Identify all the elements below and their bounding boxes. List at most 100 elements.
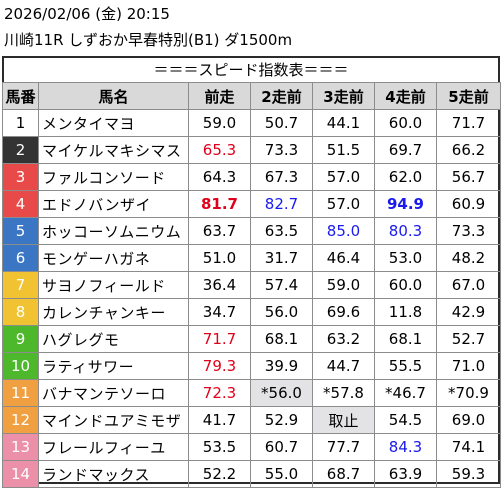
horse-name: ホッコーソムニウム xyxy=(38,217,189,245)
speed-index-1: 71.7 xyxy=(188,325,251,353)
speed-index-3: *57.8 xyxy=(312,379,375,407)
speed-index-1: 34.7 xyxy=(188,298,251,326)
speed-index-1: 79.3 xyxy=(188,352,251,380)
horse-number: 14 xyxy=(2,460,39,488)
horse-name: エドノバンザイ xyxy=(38,190,189,218)
speed-index-4: 69.7 xyxy=(374,136,437,164)
horse-number: 13 xyxy=(2,433,39,461)
horse-name: モンゲーハガネ xyxy=(38,244,189,272)
race-datetime: 2026/02/06 (金) 20:15 xyxy=(4,5,170,23)
col-header-number: 馬番 xyxy=(2,82,39,110)
speed-index-4: *46.7 xyxy=(374,379,437,407)
speed-index-2: 39.9 xyxy=(250,352,313,380)
speed-index-5: *70.9 xyxy=(436,379,501,407)
speed-index-1: 59.0 xyxy=(188,109,251,137)
speed-index-1: 53.5 xyxy=(188,433,251,461)
speed-index-1: 81.7 xyxy=(188,190,251,218)
horse-name: カレンチャンキー xyxy=(38,298,189,326)
speed-index-3: 44.1 xyxy=(312,109,375,137)
speed-index-5: 52.7 xyxy=(436,325,501,353)
horse-name: マイケルマキシマス xyxy=(38,136,189,164)
speed-index-3: 68.7 xyxy=(312,460,375,488)
horse-name: バナマンテソーロ xyxy=(38,379,189,407)
horse-name: サヨノフィールド xyxy=(38,271,189,299)
horse-name: ラティサワー xyxy=(38,352,189,380)
speed-index-5: 48.2 xyxy=(436,244,501,272)
speed-index-2: 60.7 xyxy=(250,433,313,461)
race-title: 川崎11R しずおか早春特別(B1) ダ1500m xyxy=(4,31,293,49)
speed-index-4: 68.1 xyxy=(374,325,437,353)
horse-number: 9 xyxy=(2,325,39,353)
speed-index-2: *56.0 xyxy=(250,379,313,407)
speed-index-2: 82.7 xyxy=(250,190,313,218)
speed-index-5: 71.7 xyxy=(436,109,501,137)
col-header-name: 馬名 xyxy=(38,82,189,110)
speed-index-4: 60.0 xyxy=(374,271,437,299)
speed-index-1: 72.3 xyxy=(188,379,251,407)
speed-index-4: 53.0 xyxy=(374,244,437,272)
col-header-3back: 3走前 xyxy=(312,82,375,110)
table-row: 12 マインドユアミモザ 41.7 52.9 取止 54.5 69.0 xyxy=(2,406,501,434)
speed-index-3: 59.0 xyxy=(312,271,375,299)
table-row: 8 カレンチャンキー 34.7 56.0 69.6 11.8 42.9 xyxy=(2,298,501,326)
horse-name: ランドマックス xyxy=(38,460,189,488)
speed-index-2: 68.1 xyxy=(250,325,313,353)
speed-index-3: 85.0 xyxy=(312,217,375,245)
speed-index-2: 67.3 xyxy=(250,163,313,191)
table-row: 13 フレールフィーユ 53.5 60.7 77.7 84.3 74.1 xyxy=(2,433,501,461)
speed-index-4: 54.5 xyxy=(374,406,437,434)
col-header-5back: 5走前 xyxy=(436,82,501,110)
speed-index-5: 73.3 xyxy=(436,217,501,245)
speed-index-4: 80.3 xyxy=(374,217,437,245)
col-header-2back: 2走前 xyxy=(250,82,313,110)
speed-index-4: 94.9 xyxy=(374,190,437,218)
speed-index-4: 60.0 xyxy=(374,109,437,137)
speed-index-3: 46.4 xyxy=(312,244,375,272)
speed-index-3: 57.0 xyxy=(312,163,375,191)
speed-index-2: 73.3 xyxy=(250,136,313,164)
horse-number: 10 xyxy=(2,352,39,380)
speed-index-3: 77.7 xyxy=(312,433,375,461)
table-row: 3 ファルコンソード 64.3 67.3 57.0 62.0 56.7 xyxy=(2,163,501,191)
speed-index-2: 50.7 xyxy=(250,109,313,137)
speed-index-5: 60.9 xyxy=(436,190,501,218)
horse-name: ファルコンソード xyxy=(38,163,189,191)
speed-index-table: 馬番 馬名 前走 2走前 3走前 4走前 5走前 1 メンタイマヨ 59.0 50.7… xyxy=(2,82,501,488)
horse-name: メンタイマヨ xyxy=(38,109,189,137)
table-row: 9 ハグレグモ 71.7 68.1 63.2 68.1 52.7 xyxy=(2,325,501,353)
speed-index-5: 59.3 xyxy=(436,460,501,488)
horse-number: 7 xyxy=(2,271,39,299)
speed-index-3: 51.5 xyxy=(312,136,375,164)
horse-name: ハグレグモ xyxy=(38,325,189,353)
speed-index-4: 62.0 xyxy=(374,163,437,191)
speed-index-2: 57.4 xyxy=(250,271,313,299)
speed-index-1: 51.0 xyxy=(188,244,251,272)
speed-index-1: 36.4 xyxy=(188,271,251,299)
speed-index-5: 56.7 xyxy=(436,163,501,191)
speed-index-1: 63.7 xyxy=(188,217,251,245)
table-row: 6 モンゲーハガネ 51.0 31.7 46.4 53.0 48.2 xyxy=(2,244,501,272)
speed-index-2: 56.0 xyxy=(250,298,313,326)
col-header-4back: 4走前 xyxy=(374,82,437,110)
speed-index-1: 52.2 xyxy=(188,460,251,488)
table-banner: ＝＝＝スピード指数表＝＝＝ xyxy=(153,61,349,79)
speed-index-1: 41.7 xyxy=(188,406,251,434)
speed-index-3: 69.6 xyxy=(312,298,375,326)
table-row: 5 ホッコーソムニウム 63.7 63.5 85.0 80.3 73.3 xyxy=(2,217,501,245)
horse-number: 3 xyxy=(2,163,39,191)
table-row: 14 ランドマックス 52.2 55.0 68.7 63.9 59.3 xyxy=(2,460,501,488)
horse-name: マインドユアミモザ xyxy=(38,406,189,434)
speed-index-1: 65.3 xyxy=(188,136,251,164)
col-header-last: 前走 xyxy=(188,82,251,110)
header-row: 馬番 馬名 前走 2走前 3走前 4走前 5走前 xyxy=(2,82,501,110)
speed-index-2: 31.7 xyxy=(250,244,313,272)
speed-index-2: 52.9 xyxy=(250,406,313,434)
speed-index-3: 57.0 xyxy=(312,190,375,218)
horse-number: 8 xyxy=(2,298,39,326)
table-row: 2 マイケルマキシマス 65.3 73.3 51.5 69.7 66.2 xyxy=(2,136,501,164)
speed-index-5: 42.9 xyxy=(436,298,501,326)
table-row: 11 バナマンテソーロ 72.3 *56.0 *57.8 *46.7 *70.9 xyxy=(2,379,501,407)
horse-number: 6 xyxy=(2,244,39,272)
horse-number: 5 xyxy=(2,217,39,245)
horse-number: 1 xyxy=(2,109,39,137)
